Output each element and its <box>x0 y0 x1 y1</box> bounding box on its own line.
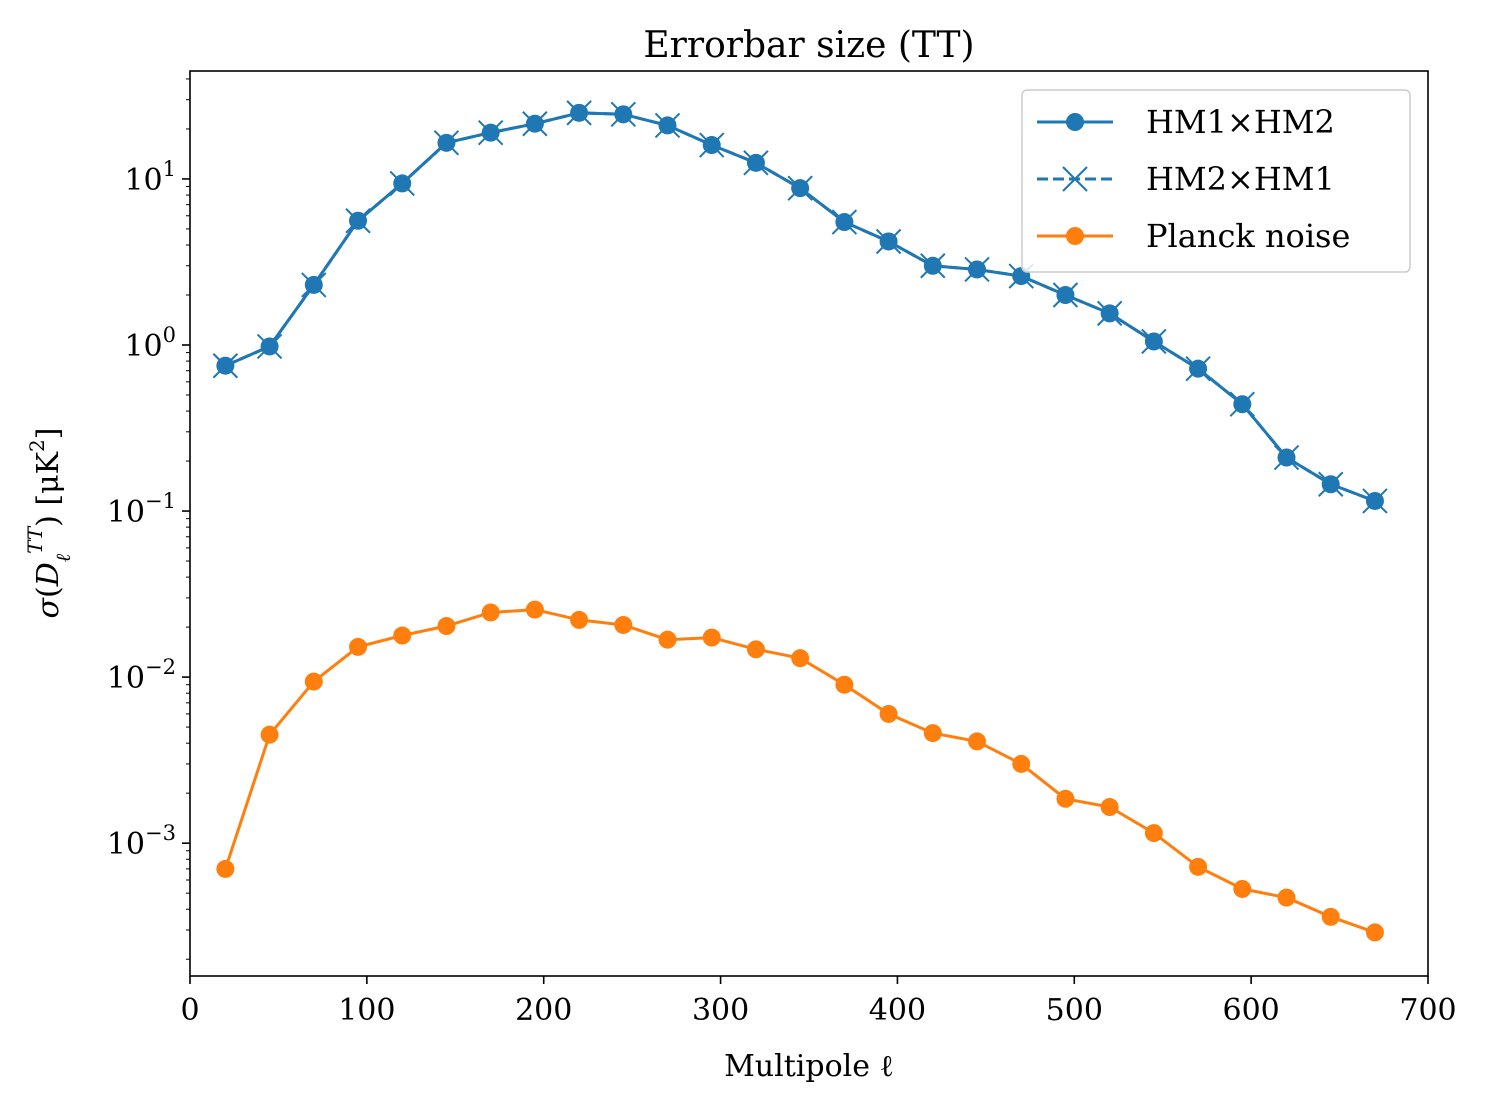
data-point <box>1229 391 1256 417</box>
x-tick-label: 400 <box>869 993 926 1028</box>
y-axis-label: σ(DℓTT) [μK2] <box>23 428 75 619</box>
x-axis-label: Multipole ℓ <box>724 1049 894 1084</box>
data-point <box>743 150 769 176</box>
data-point <box>481 603 500 622</box>
data-point <box>1144 824 1163 843</box>
x-axis: 0 100 200 300 400 500 600 700 <box>180 976 1457 1028</box>
data-point <box>566 100 592 126</box>
data-point <box>875 228 902 255</box>
data-point <box>964 256 990 283</box>
legend-swatch-marker <box>1066 227 1084 245</box>
y-axis: 101 100 10−1 10−2 10−3 <box>107 78 190 960</box>
y-tick-label: 100 <box>124 323 176 364</box>
data-point <box>256 333 283 360</box>
data-point <box>1052 282 1079 308</box>
plot-frame <box>189 70 1429 977</box>
chart-title: Errorbar size (TT) <box>643 25 974 66</box>
data-point <box>1189 857 1208 876</box>
data-point <box>702 628 721 647</box>
data-point <box>1365 923 1384 942</box>
y-tick-label: 10−1 <box>107 489 176 530</box>
legend-label: Planck noise <box>1146 217 1350 255</box>
x-tick-label: 300 <box>692 993 749 1028</box>
legend-item: HM2×HM1 <box>1037 160 1335 198</box>
data-point <box>349 637 368 656</box>
data-point <box>1233 879 1252 898</box>
data-point <box>610 101 637 128</box>
legend-label: HM1×HM2 <box>1146 103 1335 141</box>
data-point <box>1318 471 1344 497</box>
legend-swatch-marker <box>1066 113 1084 131</box>
y-tick-label: 10−2 <box>107 655 176 696</box>
data-point <box>437 617 456 636</box>
data-point <box>345 208 371 234</box>
data-point <box>746 640 765 659</box>
data-point <box>1096 300 1123 327</box>
data-point <box>1100 798 1119 817</box>
y-tick-label: 10−3 <box>107 821 176 862</box>
y-tick-label: 101 <box>124 157 176 198</box>
data-point <box>522 111 548 137</box>
data-point <box>1321 907 1340 926</box>
data-point <box>614 615 633 634</box>
x-tick-label: 200 <box>515 993 572 1028</box>
data-point <box>389 170 415 197</box>
data-point <box>433 130 460 156</box>
data-point <box>831 209 858 235</box>
data-point <box>879 704 898 723</box>
plot-area <box>212 100 1388 942</box>
data-point <box>216 859 235 878</box>
data-point <box>260 725 279 744</box>
legend-label: HM2×HM1 <box>1146 160 1335 198</box>
data-point <box>1185 355 1211 382</box>
data-point <box>699 132 725 158</box>
data-point <box>835 675 854 694</box>
x-tick-label: 600 <box>1223 993 1280 1028</box>
svg-text:σ(DℓTT) [μK2]: σ(DℓTT) [μK2] <box>23 428 75 619</box>
data-point <box>393 626 412 645</box>
data-point <box>787 175 813 201</box>
legend-item: Planck noise <box>1037 217 1350 255</box>
data-point <box>654 112 681 139</box>
legend-swatch-marker <box>1062 166 1088 192</box>
data-point <box>1277 888 1296 907</box>
data-point <box>1141 328 1167 355</box>
data-point <box>1012 754 1031 773</box>
data-point <box>570 610 589 629</box>
x-tick-label: 700 <box>1399 993 1456 1028</box>
data-point <box>920 253 946 279</box>
legend-item: HM1×HM2 <box>1037 103 1335 141</box>
data-point <box>525 600 544 619</box>
data-point <box>923 724 942 743</box>
data-point <box>1056 789 1075 808</box>
data-point <box>968 732 987 751</box>
x-tick-label: 500 <box>1046 993 1103 1028</box>
data-point <box>477 119 504 146</box>
legend: HM1×HM2 HM2×HM1 Planck noise <box>1021 89 1411 273</box>
legend-box <box>1021 89 1411 273</box>
data-point <box>1273 444 1300 471</box>
data-point <box>304 672 323 691</box>
x-tick-label: 100 <box>338 993 395 1028</box>
data-point <box>658 630 677 649</box>
data-point <box>301 272 327 298</box>
data-point <box>212 353 239 379</box>
data-point <box>1362 488 1388 514</box>
x-tick-label: 0 <box>180 993 199 1028</box>
data-point <box>791 649 810 668</box>
